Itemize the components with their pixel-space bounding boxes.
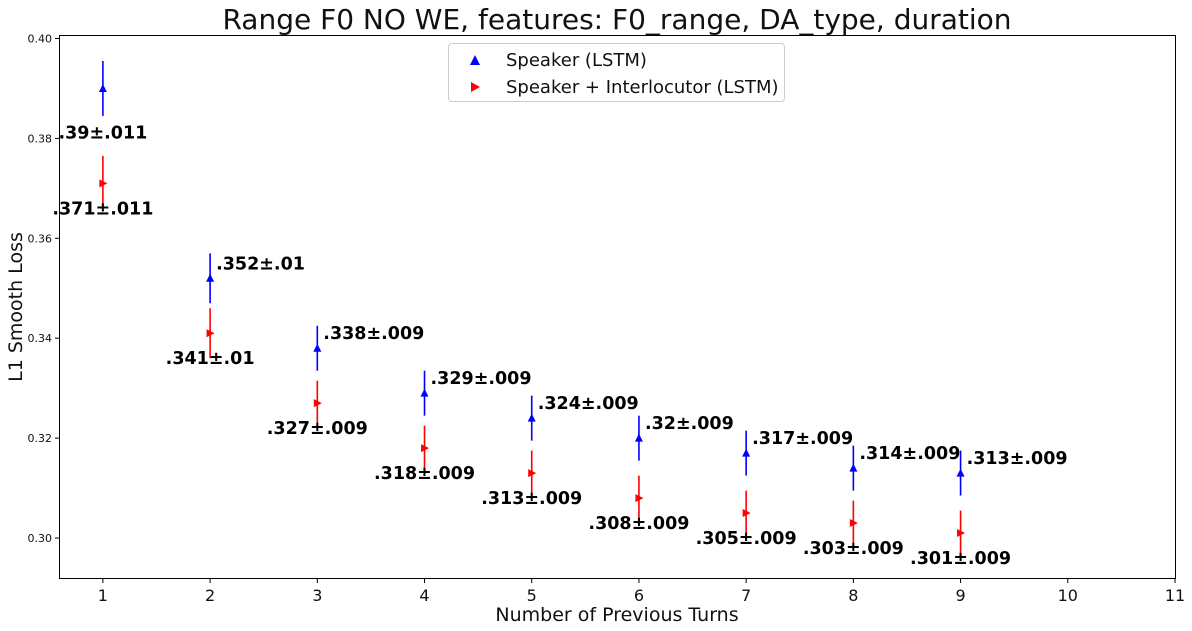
speaker-point — [742, 448, 751, 457]
x-tick-label: 7 — [741, 586, 751, 605]
speaker-value-label: .39±.011 — [58, 123, 147, 143]
y-axis-label: L1 Smooth Loss — [5, 232, 27, 382]
triangle-right-marker-icon — [471, 82, 480, 92]
x-tick-label: 4 — [419, 586, 429, 605]
y-tick-label: 0.38 — [28, 132, 53, 145]
speaker-interlocutor-value-label: .327±.009 — [267, 419, 368, 439]
x-tick-label: 2 — [205, 586, 215, 605]
speaker-interlocutor-value-label: .371±.011 — [52, 199, 153, 219]
speaker-point — [849, 463, 858, 472]
legend-label-speaker-interlocutor: Speaker + Interlocutor (LSTM) — [506, 76, 779, 98]
speaker-value-label: .329±.009 — [431, 369, 532, 389]
x-tick-label: 5 — [527, 586, 537, 605]
speaker-interlocutor-value-label: .313±.009 — [481, 489, 582, 509]
x-axis-ticks: 1 2 3 4 5 6 7 8 9 10 11 — [98, 578, 1185, 605]
x-tick-label: 11 — [1165, 586, 1185, 605]
speaker-interlocutor-value-label: .308±.009 — [588, 514, 689, 534]
speaker-interlocutor-point — [635, 494, 644, 503]
data-marks — [98, 60, 966, 556]
speaker-interlocutor-point — [206, 329, 215, 338]
legend-item-speaker-interlocutor: Speaker + Interlocutor (LSTM) — [449, 74, 784, 100]
legend-item-speaker: Speaker (LSTM) — [449, 47, 784, 73]
speaker-value-label: .352±.01 — [216, 254, 305, 274]
x-tick-label: 3 — [312, 586, 322, 605]
y-tick-label: 0.34 — [28, 332, 53, 345]
speaker-point — [527, 413, 536, 422]
y-tick-label: 0.32 — [28, 432, 53, 445]
speaker-value-label: .324±.009 — [538, 394, 639, 414]
y-tick-label: 0.30 — [28, 532, 53, 545]
legend-label-speaker: Speaker (LSTM) — [506, 49, 647, 71]
speaker-interlocutor-point — [421, 444, 430, 453]
triangle-up-marker-icon — [470, 55, 480, 65]
speaker-interlocutor-point — [742, 509, 751, 518]
y-axis-ticks: 0.30 0.32 0.34 0.36 0.38 0.40 — [28, 32, 60, 545]
speaker-interlocutor-point — [957, 529, 966, 538]
x-axis-label: Number of Previous Turns — [495, 604, 738, 626]
speaker-interlocutor-point — [528, 469, 537, 478]
x-tick-label: 6 — [634, 586, 644, 605]
x-tick-label: 9 — [955, 586, 965, 605]
speaker-interlocutor-value-label: .318±.009 — [374, 464, 475, 484]
speaker-interlocutor-value-label: .303±.009 — [803, 539, 904, 559]
speaker-value-label: .313±.009 — [967, 449, 1068, 469]
speaker-interlocutor-value-label: .305±.009 — [696, 529, 797, 549]
value-labels: .39±.011 .352±.01 .338±.009 .329±.009 .324±.… — [52, 123, 1067, 569]
x-tick-label: 10 — [1058, 586, 1078, 605]
plot-area — [59, 35, 1176, 579]
speaker-interlocutor-point — [313, 399, 322, 408]
speaker-interlocutor-value-label: .341±.01 — [166, 349, 255, 369]
x-tick-label: 1 — [98, 586, 108, 605]
speaker-point — [634, 433, 643, 442]
speaker-value-label: .314±.009 — [859, 444, 960, 464]
chart-title: Range F0 NO WE, features: F0_range, DA_t… — [222, 3, 1011, 36]
speaker-value-label: .317±.009 — [752, 429, 853, 449]
legend: Speaker (LSTM) Speaker + Interlocutor (L… — [448, 43, 785, 102]
y-tick-label: 0.36 — [28, 232, 53, 245]
speaker-interlocutor-point — [849, 519, 858, 528]
speaker-interlocutor-point — [99, 179, 108, 188]
speaker-point — [206, 273, 215, 282]
speaker-point — [313, 343, 322, 352]
y-tick-label: 0.40 — [28, 32, 53, 45]
x-tick-label: 8 — [848, 586, 858, 605]
speaker-point — [956, 468, 965, 477]
speaker-value-label: .338±.009 — [323, 324, 424, 344]
speaker-value-label: .32±.009 — [645, 414, 734, 434]
speaker-point — [98, 83, 107, 92]
speaker-point — [420, 388, 429, 397]
speaker-interlocutor-value-label: .301±.009 — [910, 549, 1011, 569]
